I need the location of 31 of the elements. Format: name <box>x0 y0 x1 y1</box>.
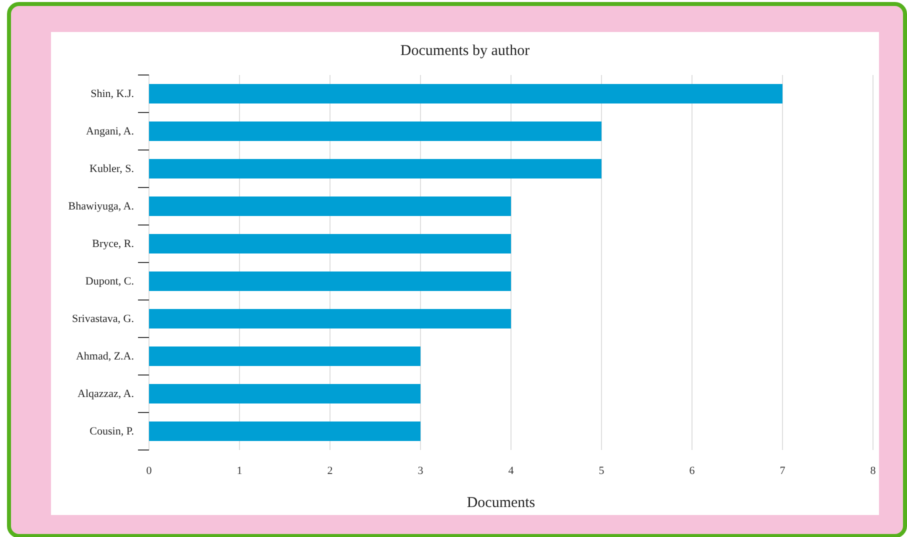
bar <box>149 422 420 441</box>
y-tick-label: Dupont, C. <box>85 275 134 288</box>
x-tick-label: 1 <box>236 465 242 477</box>
x-axis-title: Documents <box>466 495 536 511</box>
chart-title: Documents by author <box>400 43 530 59</box>
y-tick-label: Alqazzaz, A. <box>78 388 134 400</box>
x-tick-label: 2 <box>327 465 333 477</box>
y-tick-label: Srivastava, G. <box>72 312 134 325</box>
y-tick-label: Kubler, S. <box>90 162 134 175</box>
bar <box>149 159 602 178</box>
x-tick-label: 7 <box>780 465 786 477</box>
y-tick-label: Bryce, R. <box>92 238 134 250</box>
bar <box>149 346 420 366</box>
bar <box>149 196 511 216</box>
bar <box>149 384 420 404</box>
bar <box>149 84 782 104</box>
bar <box>149 272 511 291</box>
y-tick-label: Bhawiyuga, A. <box>68 200 134 212</box>
y-tick-label: Ahmad, Z.A. <box>76 350 134 362</box>
y-tick-label: Cousin, P. <box>90 425 134 438</box>
bar <box>149 122 602 141</box>
x-tick-label: 0 <box>146 465 152 477</box>
x-tick-label: 6 <box>689 465 696 477</box>
y-tick-label: Angani, A. <box>86 125 134 138</box>
x-tick-label: 5 <box>598 465 605 477</box>
bar <box>149 234 511 254</box>
x-tick-label: 3 <box>418 465 424 477</box>
bar <box>149 309 511 328</box>
y-tick-label: Shin, K.J. <box>90 88 134 100</box>
x-tick-label: 4 <box>508 465 514 477</box>
x-tick-label: 8 <box>870 465 876 477</box>
